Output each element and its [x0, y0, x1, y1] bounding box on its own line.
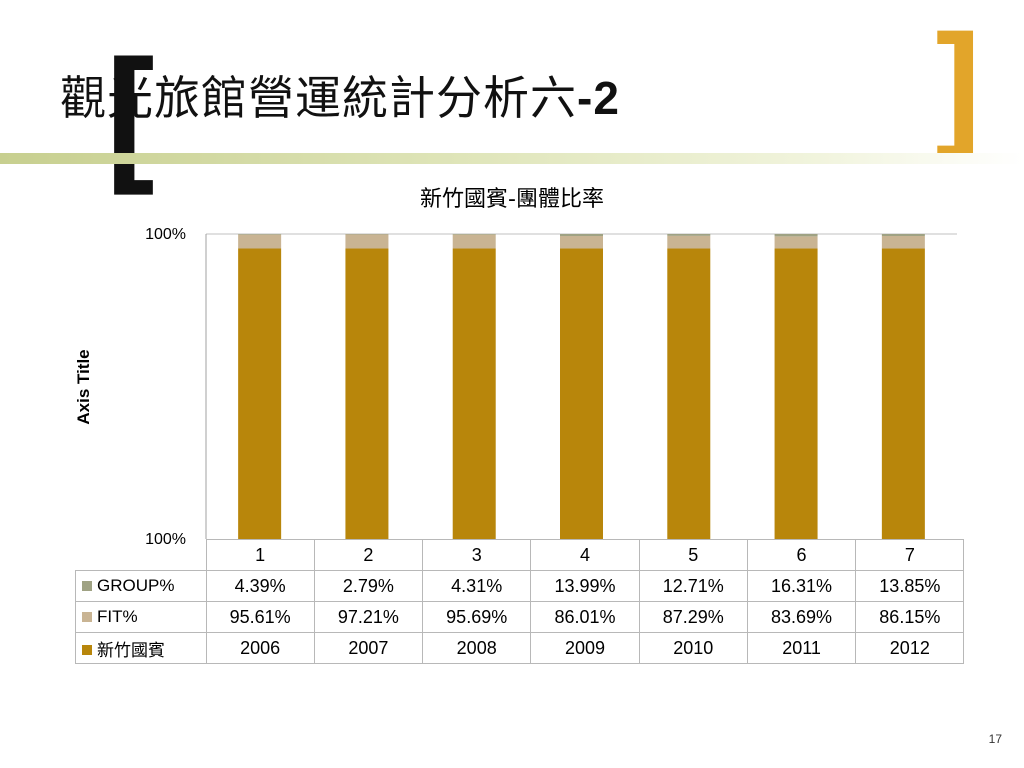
bar-segment-s0-c3 [560, 248, 603, 539]
data-label-s0-c1: 2007 [313, 632, 424, 664]
x-tick-label-1: 1 [205, 539, 315, 571]
page-number: 17 [988, 732, 1002, 746]
data-label-s2-c6: 13.85% [855, 570, 965, 602]
data-label-s0-c6: 2012 [855, 632, 965, 664]
bar-segment-s1-c5 [774, 236, 818, 249]
right-bracket-decoration: ] [916, 6, 1003, 174]
bar-segment-s0-c1 [345, 248, 389, 540]
data-label-s2-c0: 4.39% [205, 570, 315, 602]
x-tick-label-7: 7 [855, 539, 965, 571]
x-tick-label-6: 6 [746, 539, 857, 571]
table-row: FIT% 95.61% 97.21% 95.69% 86.01% 87.29% 83.69%… [75, 601, 965, 633]
data-label-s2-c1: 2.79% [313, 570, 424, 602]
table-corner [75, 539, 207, 571]
data-label-s1-c5: 83.69% [746, 601, 857, 633]
bar-segment-s0-c0 [238, 248, 282, 540]
left-bracket-decoration: [ [82, 29, 176, 211]
bar-segment-s0-c4 [667, 248, 711, 539]
data-label-s2-c5: 16.31% [746, 570, 857, 602]
stacked-bars [238, 234, 925, 540]
x-tick-label-3: 3 [422, 539, 532, 571]
bar-segment-s1-c6 [881, 236, 925, 249]
legend-label-s2: GROUP% [97, 576, 175, 595]
bar-segment-s2-c5 [774, 234, 818, 237]
data-label-s1-c1: 97.21% [313, 601, 424, 633]
table-row: GROUP% 4.39% 2.79% 4.31% 13.99% 12.71% 16.31% 1… [75, 570, 965, 602]
bar-segment-s2-c6 [881, 234, 925, 236]
data-label-s0-c4: 2010 [638, 632, 748, 664]
data-label-s1-c6: 86.15% [855, 601, 965, 633]
title-underline-bar [0, 153, 1024, 164]
data-label-s1-c2: 95.69% [422, 601, 532, 633]
x-tick-label-5: 5 [638, 539, 748, 571]
slide-title: 觀光旅館營運統計分析六-2 [60, 62, 620, 128]
bar-segment-s0-c2 [452, 248, 496, 539]
data-label-s1-c3: 86.01% [530, 601, 640, 633]
data-label-s2-c3: 13.99% [530, 570, 640, 602]
data-label-s2-c2: 4.31% [422, 570, 532, 602]
x-tick-label-4: 4 [530, 539, 640, 571]
data-label-s0-c5: 2011 [746, 632, 857, 664]
legend-entry-s0: 新竹國賓 [75, 632, 207, 664]
legend-entry-s1: FIT% [75, 601, 207, 633]
legend-label-s0: 新竹國賓 [97, 640, 165, 660]
y-tick-label-top: 100% [145, 226, 186, 243]
legend-swatch-s2 [82, 580, 92, 591]
data-label-s1-c4: 87.29% [638, 601, 748, 633]
bar-segment-s2-c2 [452, 234, 496, 235]
bar-segment-s1-c2 [452, 234, 496, 249]
x-tick-label-2: 2 [313, 539, 424, 571]
bar-segment-s1-c1 [345, 234, 389, 249]
legend-swatch-s1 [82, 611, 92, 622]
data-label-s0-c3: 2009 [530, 632, 640, 664]
slide-title-text: 觀光旅館營運統計分析六 [60, 71, 577, 125]
bar-segment-s2-c4 [667, 234, 711, 236]
bar-segment-s2-c3 [560, 234, 603, 237]
table-row: 新竹國賓 2006 2007 2008 2009 2010 2011 2012 [75, 632, 965, 664]
data-label-s1-c0: 95.61% [205, 601, 315, 633]
legend-label-s1: FIT% [97, 607, 138, 626]
data-label-s2-c4: 12.71% [638, 570, 748, 602]
data-label-s0-c2: 2008 [422, 632, 532, 664]
legend-swatch-s0 [82, 645, 92, 656]
legend-entry-s2: GROUP% [75, 570, 207, 602]
bar-segment-s0-c5 [774, 248, 818, 539]
bar-segment-s1-c0 [238, 234, 282, 249]
chart-data-table: 1 2 3 4 5 6 7 GROUP% 4.39% 2.79% 4.31% 13.99% 12.71%… [75, 539, 965, 664]
bar-segment-s0-c6 [881, 248, 925, 539]
slide-title-suffix: -2 [577, 72, 620, 124]
bar-segment-s1-c4 [667, 235, 711, 249]
bar-segment-s1-c3 [560, 236, 603, 249]
chart-title: 新竹國賓-團體比率 [420, 187, 604, 212]
bar-segment-s2-c0 [238, 234, 282, 235]
data-label-s0-c0: 2006 [205, 632, 315, 664]
